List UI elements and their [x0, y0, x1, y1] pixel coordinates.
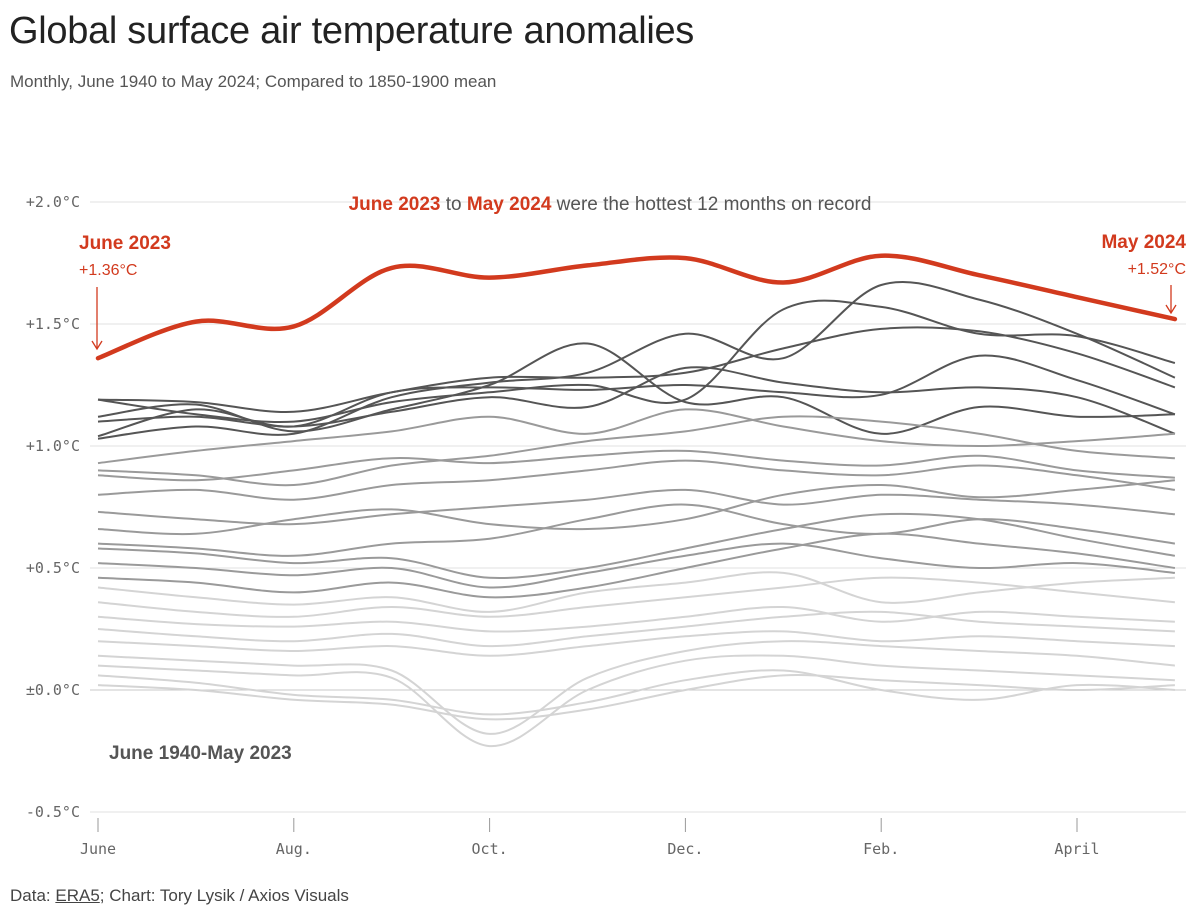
- history-series-line: [97, 479, 1175, 536]
- history-series-line: [97, 415, 1175, 487]
- history-series-line: [97, 488, 1175, 526]
- chart-subtitle: Monthly, June 1940 to May 2024; Compared…: [10, 72, 497, 91]
- history-series-line: [97, 281, 1176, 440]
- x-tick-label: Aug.: [276, 840, 312, 858]
- headline-annotation: June 2023 to May 2024 were the hottest 1…: [349, 194, 872, 215]
- history-series-line: [97, 610, 1175, 648]
- history-series-line: [97, 640, 1175, 735]
- history-series-line: [97, 326, 1176, 413]
- history-series-group: [97, 281, 1176, 748]
- highlight-series-group: [95, 253, 1178, 361]
- start-label-name: June 2023: [79, 233, 171, 254]
- history-series-line: [97, 605, 1175, 633]
- end-arrow-icon: [1165, 285, 1177, 315]
- highlight-series-line: [95, 253, 1178, 361]
- y-tick-label: +1.0°C: [26, 437, 80, 455]
- y-tick-label: +0.5°C: [26, 559, 80, 577]
- start-arrow-icon: [91, 287, 103, 351]
- history-series-line: [97, 342, 1175, 435]
- y-tick-label: ±0.0°C: [26, 681, 80, 699]
- headline-start: June 2023: [349, 194, 441, 215]
- history-series-line: [97, 366, 1176, 435]
- y-tick-label: -0.5°C: [26, 803, 80, 821]
- history-series-line: [97, 299, 1176, 423]
- history-series-line: [97, 669, 1175, 716]
- history-series-line: [97, 571, 1175, 613]
- history-series-line: [97, 532, 1176, 599]
- chart-footer: Data: ERA5; Chart: Tory Lysik / Axios Vi…: [10, 886, 349, 906]
- history-series-line: [97, 674, 1175, 721]
- history-annotation: June 1940-May 2023: [109, 743, 292, 764]
- history-series-line: [97, 654, 1175, 748]
- history-series-line: [97, 576, 1176, 618]
- footer-credit: ; Chart: Tory Lysik / Axios Visuals: [99, 886, 349, 905]
- history-series-line: [97, 512, 1176, 580]
- grid-lines: [90, 201, 1186, 813]
- chart-title: Global surface air temperature anomalies: [9, 10, 695, 52]
- end-label-name: May 2024: [1101, 232, 1186, 253]
- history-series-line: [97, 542, 1175, 589]
- data-source-link[interactable]: ERA5: [55, 886, 100, 905]
- history-series-line: [97, 459, 1176, 501]
- headline-rest: were the hottest 12 months on record: [551, 194, 871, 215]
- footer-prefix: Data:: [10, 886, 56, 905]
- y-tick-label: +1.5°C: [26, 315, 80, 333]
- headline-to: to: [440, 194, 466, 215]
- x-tick-label: Feb.: [863, 840, 899, 858]
- x-tick-label: Oct.: [472, 840, 508, 858]
- x-tick-label: Dec.: [667, 840, 703, 858]
- x-tick-label: April: [1054, 840, 1099, 858]
- history-series-line: [97, 630, 1175, 657]
- axis-ticks: +2.0°C +1.5°C +1.0°C +0.5°C ±0.0°C -0.5°C June…: [26, 193, 1100, 858]
- end-label-value: +1.52°C: [1128, 261, 1186, 278]
- history-series-line: [97, 408, 1175, 465]
- start-label-value: +1.36°C: [79, 262, 137, 279]
- history-series-line: [97, 503, 1176, 557]
- y-tick-label: +2.0°C: [26, 193, 80, 211]
- headline-end: May 2024: [467, 194, 552, 215]
- history-series-line: [97, 449, 1175, 482]
- x-tick-label: June: [80, 840, 116, 858]
